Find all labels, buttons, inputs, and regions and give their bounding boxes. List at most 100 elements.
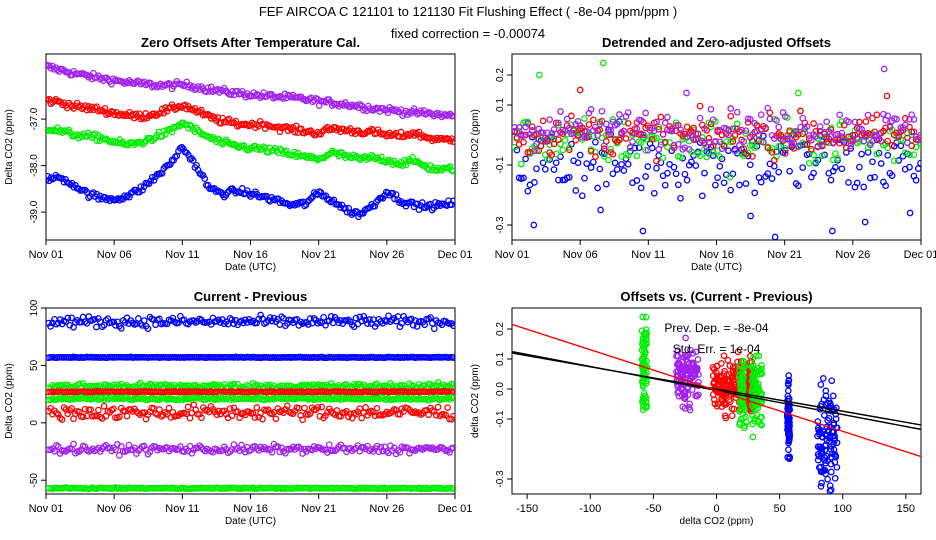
- data-point: [666, 160, 673, 168]
- data-point: [121, 112, 128, 120]
- data-point: [620, 127, 628, 135]
- data-point: [910, 151, 918, 159]
- data-point: [450, 381, 455, 388]
- data-point: [742, 150, 750, 158]
- data-point: [59, 175, 66, 182]
- data-point: [301, 404, 308, 412]
- data-point: [640, 353, 647, 360]
- data-point: [827, 176, 835, 184]
- data-point: [786, 406, 794, 414]
- data-point: [819, 375, 827, 382]
- data-point: [785, 446, 792, 454]
- data-point: [827, 468, 835, 476]
- data-point: [828, 377, 836, 385]
- data-point: [607, 126, 615, 134]
- data-point: [144, 325, 152, 332]
- data-point: [204, 84, 212, 92]
- data-point: [81, 443, 89, 451]
- data-point: [147, 177, 155, 185]
- data-point: [637, 117, 645, 124]
- data-point: [276, 321, 284, 328]
- data-point: [362, 316, 369, 324]
- data-point: [373, 404, 381, 412]
- data-point: [672, 121, 680, 129]
- data-point: [790, 139, 798, 147]
- data-point: [224, 189, 231, 196]
- data-point: [150, 177, 158, 184]
- data-point: [100, 402, 108, 410]
- data-point: [786, 433, 793, 441]
- data-point: [785, 376, 793, 384]
- data-point: [746, 161, 754, 169]
- data-point: [737, 406, 745, 414]
- data-point: [47, 323, 54, 330]
- data-point: [687, 375, 695, 382]
- data-point: [600, 142, 608, 150]
- data-point: [358, 444, 366, 451]
- data-point: [101, 104, 109, 112]
- data-point: [685, 351, 692, 359]
- data-point: [385, 312, 392, 320]
- data-point: [784, 426, 792, 434]
- data-point: [764, 170, 772, 178]
- data-point: [583, 128, 591, 135]
- data-point: [786, 127, 793, 135]
- data-point: [677, 368, 685, 376]
- data-point: [755, 131, 763, 139]
- x-tick-label: Nov 16: [699, 249, 734, 261]
- data-point: [794, 142, 802, 150]
- data-point: [810, 169, 817, 177]
- x-tick-label: Nov 01: [495, 249, 530, 261]
- data-point: [264, 406, 272, 414]
- data-point: [283, 147, 290, 155]
- data-point: [314, 403, 322, 411]
- fit-annotation: Std. Err. = 1e-04: [673, 342, 761, 356]
- data-point: [450, 412, 455, 420]
- data-point: [720, 400, 728, 408]
- data-point: [742, 180, 750, 187]
- data-point: [552, 159, 560, 167]
- data-point: [825, 128, 833, 135]
- data-point: [68, 404, 75, 412]
- data-point: [670, 163, 678, 171]
- data-point: [716, 162, 724, 170]
- data-point: [304, 321, 312, 328]
- data-point: [812, 133, 820, 140]
- data-point: [722, 414, 730, 422]
- data-point: [730, 405, 738, 413]
- data-point: [713, 402, 721, 410]
- data-point: [622, 135, 630, 142]
- data-point: [849, 136, 857, 144]
- data-point: [450, 138, 455, 146]
- data-point: [79, 413, 87, 421]
- data-point: [717, 373, 725, 381]
- data-point: [301, 202, 308, 210]
- data-point: [803, 141, 811, 148]
- data-point: [95, 406, 102, 414]
- data-point: [446, 163, 454, 170]
- data-point: [243, 187, 251, 194]
- data-point: [163, 410, 171, 418]
- data-point: [228, 412, 236, 420]
- data-point: [186, 414, 194, 422]
- y-tick-label: 100: [29, 299, 40, 316]
- data-point: [565, 124, 573, 132]
- data-point: [520, 174, 527, 182]
- data-point: [740, 138, 748, 145]
- y-axis-label: Delta CO2 (ppm): [470, 109, 481, 185]
- data-point: [531, 179, 538, 186]
- data-point: [826, 487, 834, 494]
- data-point: [425, 411, 432, 419]
- data-point: [714, 174, 721, 182]
- data-point: [838, 129, 846, 137]
- data-point: [734, 348, 742, 356]
- data-point: [592, 148, 599, 156]
- data-point: [618, 160, 625, 168]
- data-point: [737, 380, 745, 388]
- data-point: [917, 159, 921, 167]
- data-point: [415, 409, 423, 416]
- data-point: [673, 368, 680, 376]
- x-tick-label: Nov 06: [97, 503, 132, 515]
- data-point: [825, 403, 833, 411]
- data-point: [602, 120, 610, 128]
